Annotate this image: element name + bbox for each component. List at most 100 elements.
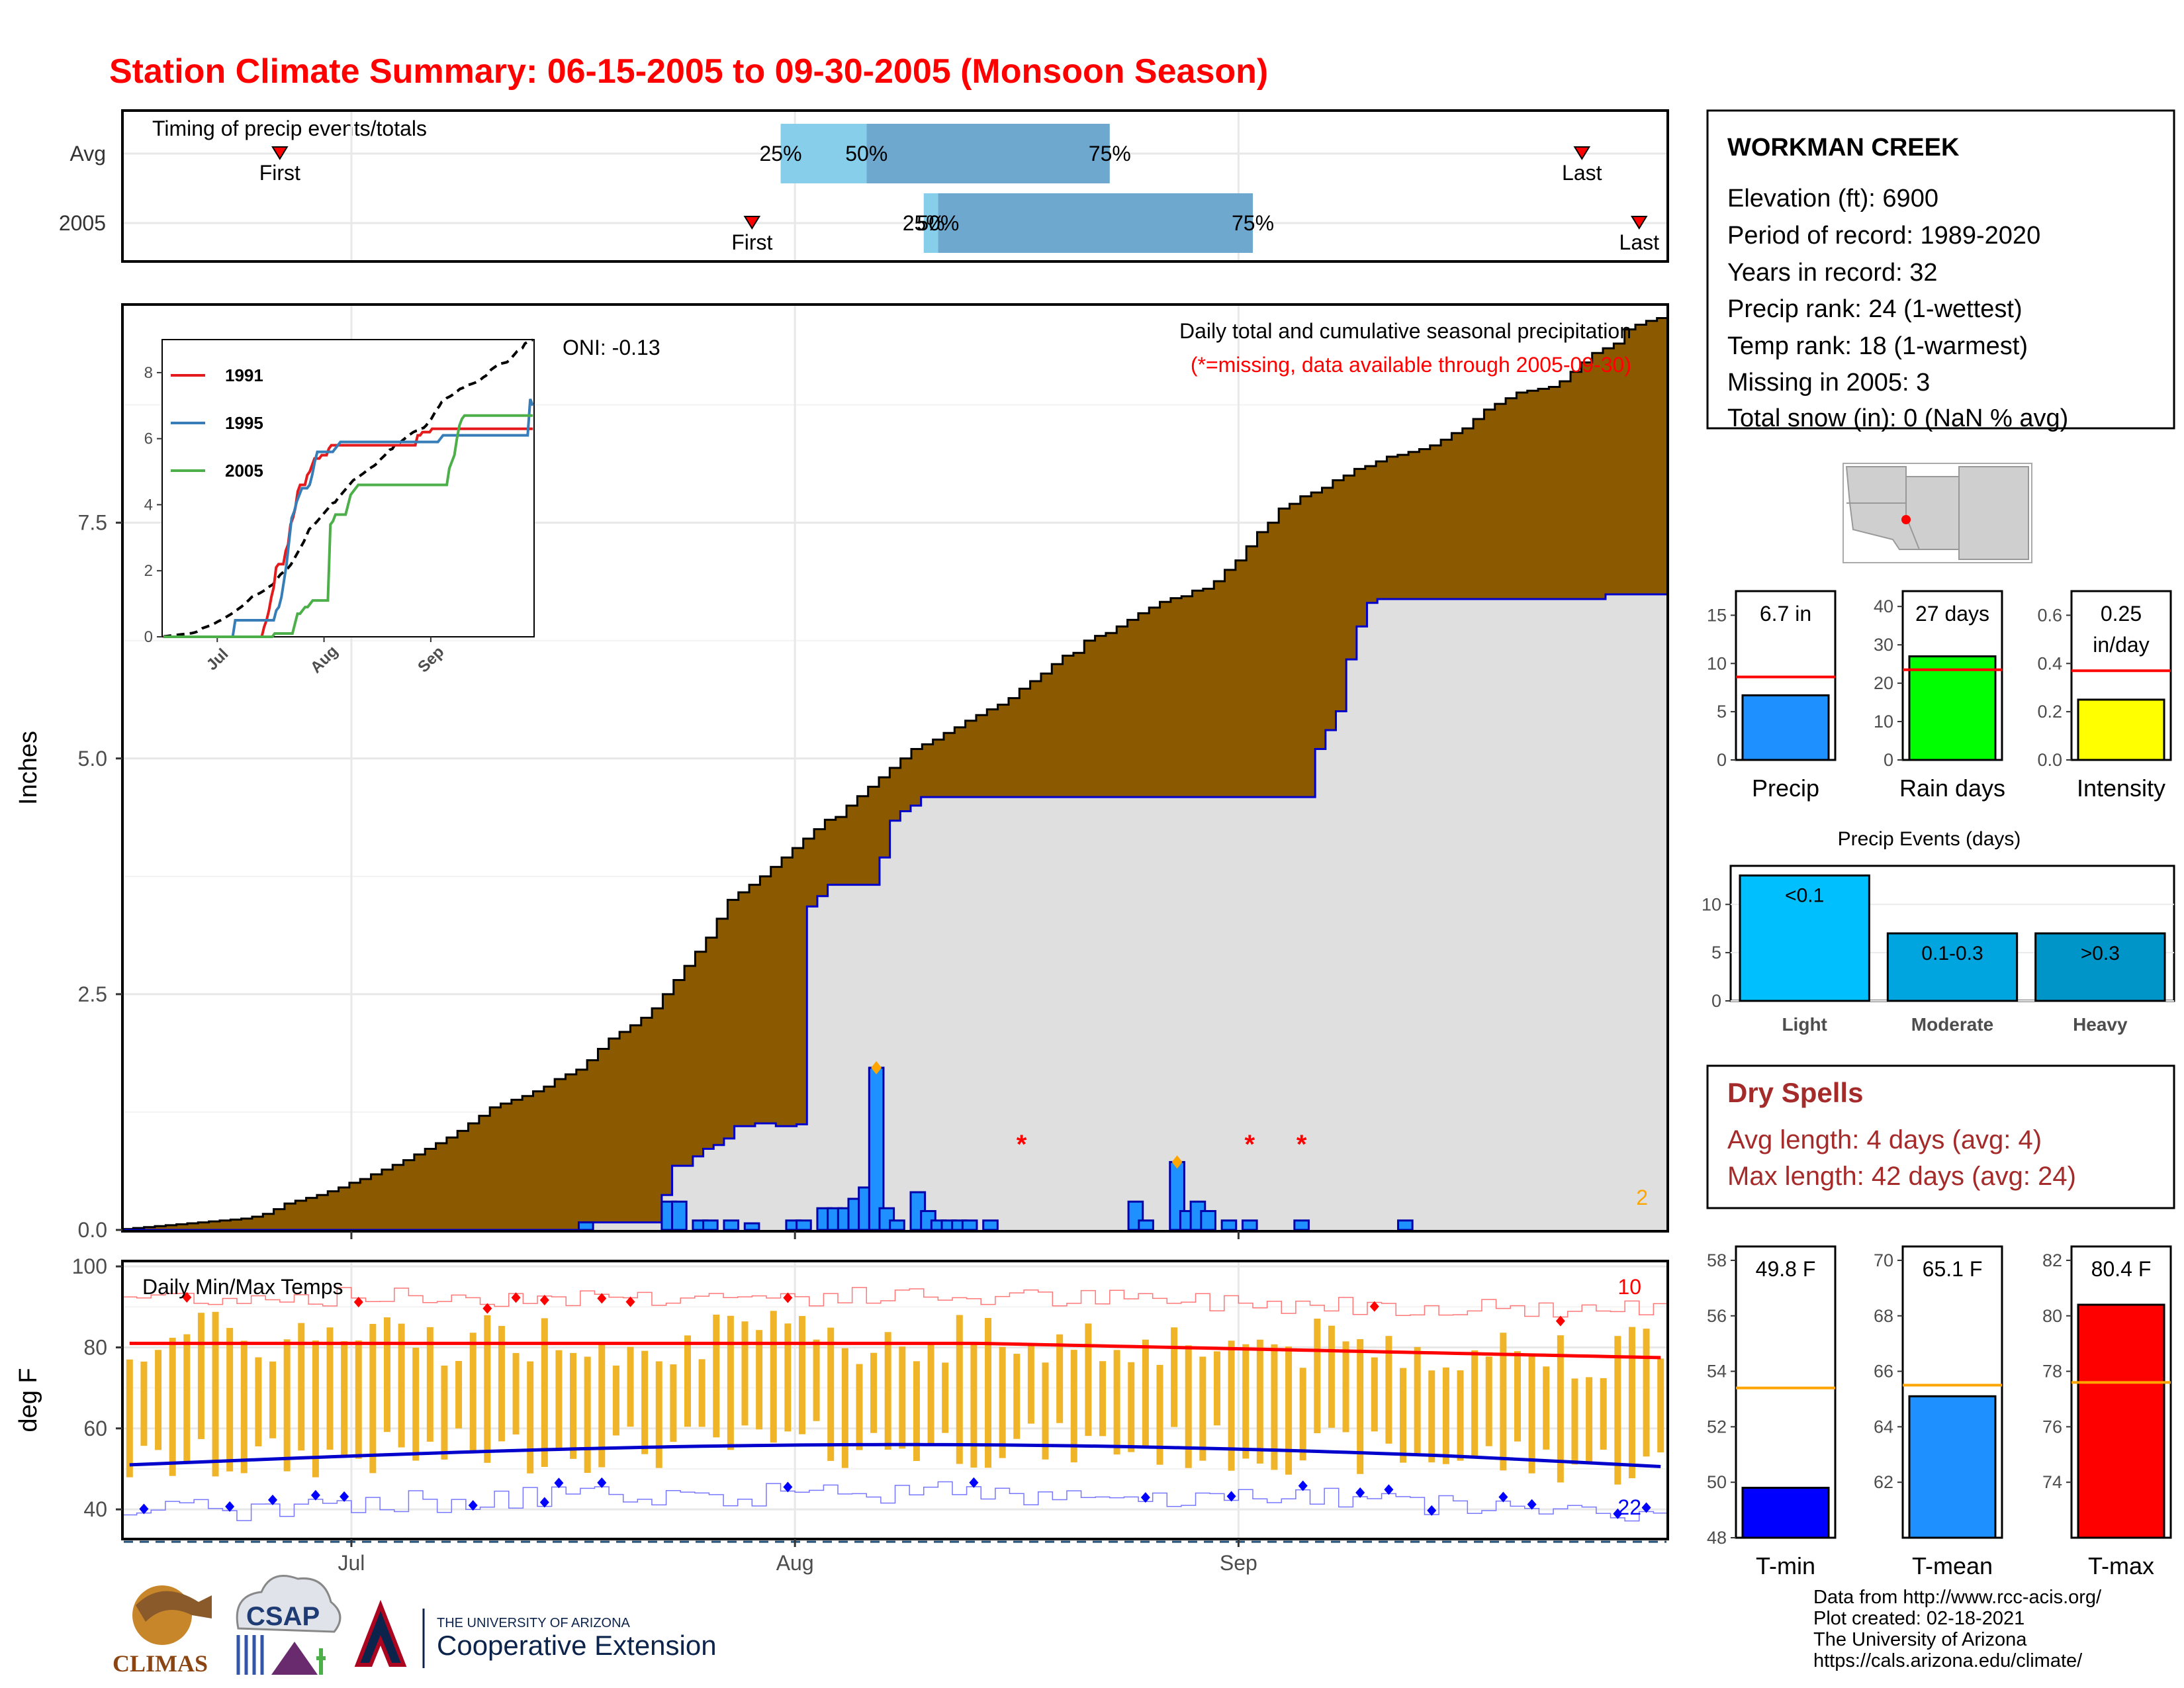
daily-temp-bar (1070, 1350, 1077, 1463)
daily-temp-bar (197, 1313, 205, 1439)
precip-events-chart: Precip Events (days) 0 5 10 <0.1 Light 0.1-0.… (1702, 828, 2175, 1035)
timing-last-marker (1573, 146, 1591, 160)
record-low-marker (1498, 1491, 1508, 1503)
daily-temp-bar (169, 1337, 176, 1476)
daily-temp-bar (584, 1356, 591, 1473)
daily-temp-bar (140, 1361, 148, 1446)
daily-temp-bar (1485, 1356, 1492, 1446)
daily-temp-bar (841, 1348, 848, 1468)
record-low-marker (1298, 1480, 1308, 1491)
inset-legend-label: 1991 (225, 365, 263, 385)
daily-temp-bar (1557, 1335, 1564, 1483)
daily-temp-bar (1042, 1362, 1049, 1460)
daily-temp-bar (1256, 1339, 1263, 1464)
daily-precip-bar (743, 1222, 760, 1231)
events-bar-label: Moderate (1911, 1014, 1993, 1035)
daily-temp-bar (956, 1315, 963, 1464)
daily-temp-bar (183, 1334, 191, 1464)
footer-credits: Data from http://www.rcc-acis.org/ Plot … (1813, 1587, 2102, 1671)
record-low-marker (268, 1494, 278, 1505)
daily-temp-bar (713, 1314, 720, 1438)
daily-temp-bar (784, 1323, 792, 1432)
daily-precip-bar (1200, 1210, 1216, 1231)
record-low-marker (1355, 1487, 1365, 1498)
summary-bar-label: Rain days (1899, 774, 2005, 802)
dry-spells: Dry Spells Avg length: 4 days (avg: 4) M… (1706, 1064, 2175, 1209)
daily-temp-bar (1285, 1346, 1293, 1475)
max-precip-marker (1171, 1155, 1183, 1169)
record-low-marker (969, 1477, 979, 1488)
timing-panel: Timing of precip events/totals Avg 25% 50%… (59, 109, 1669, 263)
summary-ytick-label: 48 (1707, 1528, 1727, 1548)
temp-summary-bars: 48 50 52 54 56 58 49.8 F T-min 62 64 66 68 70 65.1 F T… (1707, 1245, 2172, 1579)
timing-p50-label: 50% (917, 211, 959, 235)
csap-logo-cactus (316, 1648, 326, 1675)
inset-legend-label: 1995 (225, 413, 263, 433)
timing-row-label: Avg (69, 142, 106, 165)
record-low-marker (539, 1497, 549, 1508)
timing-first-label: First (259, 161, 300, 185)
timing-first-marker (743, 216, 761, 230)
daily-temp-bar (970, 1344, 978, 1468)
record-low-marker (1613, 1508, 1623, 1519)
station-missing: Missing in 2005: 3 (1727, 369, 1930, 397)
daily-temp-bar (283, 1339, 291, 1472)
station-precip-rank: Precip rank: 24 (1-wettest) (1727, 295, 2023, 323)
summary-ytick-label: 80 (2042, 1306, 2062, 1326)
map-region-shape (1845, 466, 2029, 560)
daily-precip-bar (723, 1219, 740, 1231)
daily-temp-bar (298, 1323, 305, 1451)
daily-temp-bar (770, 1311, 777, 1443)
daily-temp-bar (698, 1359, 705, 1427)
daily-temp-bar (856, 1364, 863, 1450)
daily-precip-bar (1220, 1219, 1238, 1231)
timing-p75-label: 75% (1089, 142, 1131, 165)
daily-temp-bar (1528, 1354, 1535, 1474)
daily-temp-bar (999, 1346, 1006, 1458)
summary-ytick-label: 0.4 (2037, 653, 2062, 673)
daily-temp-bar (1600, 1378, 1607, 1450)
temps-ytick-label: 60 (83, 1417, 107, 1440)
daily-temp-bar (1199, 1356, 1206, 1461)
daily-temp-bar (441, 1366, 448, 1460)
summary-ytick-label: 30 (1874, 635, 1893, 655)
daily-temp-bar (555, 1350, 563, 1450)
temps-max-count: 10 (1617, 1275, 1641, 1299)
summary-value-text: 6.7 in (1760, 602, 1811, 626)
oni-label: ONI: -0.13 (563, 336, 660, 359)
events-ytick-label: 10 (1702, 894, 1721, 914)
daily-temp-bar (741, 1321, 749, 1426)
daily-temp-bar (1586, 1377, 1593, 1464)
summary-ytick-label: 68 (1874, 1306, 1893, 1326)
daily-temp-bar (1500, 1333, 1507, 1471)
summary-ytick-label: 5 (1717, 702, 1727, 722)
summary-ytick-label: 15 (1707, 605, 1727, 625)
timing-row-label: 2005 (59, 211, 106, 235)
record-high-marker (482, 1303, 492, 1314)
daily-temp-bar (226, 1328, 234, 1472)
daily-precip-bar (702, 1219, 719, 1231)
precip-title: Daily total and cumulative seasonal prec… (1179, 319, 1631, 343)
daily-temp-bar (1013, 1354, 1021, 1439)
footer-line-3: The University of Arizona (1813, 1629, 2027, 1650)
daily-temp-bar (813, 1339, 820, 1421)
summary-bar-label: Intensity (2077, 774, 2165, 802)
daily-precip-bar (1241, 1219, 1258, 1231)
daily-temp-bar (1400, 1368, 1407, 1463)
daily-temp-bar (498, 1326, 505, 1442)
daily-temp-bar (899, 1346, 906, 1449)
record-high-marker (625, 1296, 635, 1307)
csap-logo-text: CSAP (246, 1602, 320, 1631)
summary-ytick-label: 0.6 (2037, 605, 2062, 625)
inset-series-line-2005 (163, 414, 533, 638)
daily-temp-bar (412, 1347, 420, 1461)
record-low-marker (1140, 1492, 1150, 1503)
daily-temp-bar (884, 1332, 891, 1450)
summary-value-bar (2077, 1303, 2165, 1539)
daily-temp-bar (1414, 1346, 1421, 1454)
daily-temp-bar (641, 1350, 649, 1454)
daily-temp-bar (1457, 1370, 1464, 1461)
daily-temp-bar (326, 1327, 334, 1450)
daily-temp-bar (369, 1323, 377, 1474)
